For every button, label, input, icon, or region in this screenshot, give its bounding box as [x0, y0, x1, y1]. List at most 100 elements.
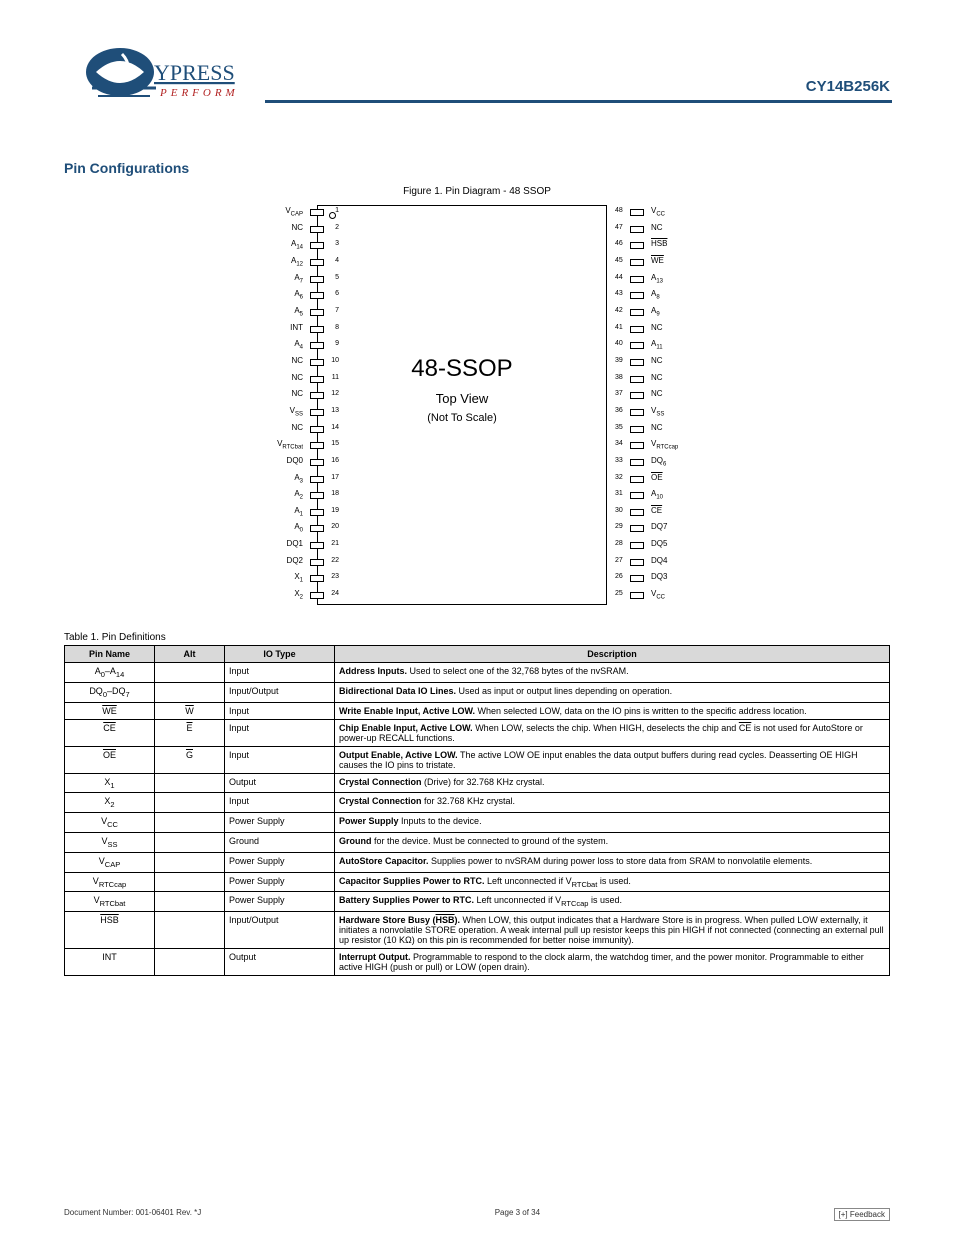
table-row: VRTCcapPower SupplyCapacitor Supplies Po… — [65, 872, 890, 892]
table-cell: CE — [65, 719, 155, 746]
pin-pad — [310, 592, 324, 599]
pin-16: DQ016 — [247, 455, 317, 472]
pin-label: DQ0 — [287, 456, 303, 465]
table-header-cell: Description — [335, 646, 890, 663]
table-row: WEWInputWrite Enable Input, Active LOW. … — [65, 702, 890, 719]
pin-label: A3 — [294, 473, 303, 485]
pin-label: A2 — [294, 489, 303, 501]
pin-29: DQ729 — [637, 521, 707, 538]
pin-label: WE — [651, 256, 664, 265]
pin-label: OE — [651, 473, 663, 482]
pin-pad — [310, 392, 324, 399]
table-cell: INT — [65, 949, 155, 976]
pin-number: 12 — [331, 390, 339, 397]
pin-43: A843 — [637, 288, 707, 305]
pin-4: A124 — [247, 255, 317, 272]
pin-number: 27 — [615, 557, 623, 564]
table-row: INTOutputInterrupt Output. Programmable … — [65, 949, 890, 976]
pin-number: 6 — [335, 290, 339, 297]
table-cell: Power Supply — [225, 813, 335, 833]
pin-pad — [630, 476, 644, 483]
pin-pad — [310, 509, 324, 516]
pin-pad — [630, 442, 644, 449]
table-cell: DQ0–DQ7 — [65, 682, 155, 702]
pin-pad — [630, 226, 644, 233]
pin-number: 34 — [615, 440, 623, 447]
table-cell — [155, 813, 225, 833]
pin-2: NC2 — [247, 222, 317, 239]
pin-label: VCC — [651, 206, 665, 218]
table-cell: X2 — [65, 793, 155, 813]
table-row: HSBInput/OutputHardware Store Busy (HSB)… — [65, 912, 890, 949]
pin-label: VRTCcap — [651, 439, 678, 451]
pin-label: A10 — [651, 489, 663, 501]
table-cell — [155, 773, 225, 793]
table-cell: Hardware Store Busy (HSB). When LOW, thi… — [335, 912, 890, 949]
pin-pad — [630, 426, 644, 433]
pin-label: DQ3 — [651, 572, 667, 581]
pin-label: DQ5 — [651, 539, 667, 548]
pin-label: A12 — [291, 256, 303, 268]
pin-label: A14 — [291, 239, 303, 251]
pin-number: 32 — [615, 474, 623, 481]
table-cell — [155, 682, 225, 702]
pin-number: 41 — [615, 324, 623, 331]
table-cell: Power Supply Inputs to the device. — [335, 813, 890, 833]
pin-label: NC — [291, 356, 303, 365]
pin-pad — [310, 242, 324, 249]
table-cell: Power Supply — [225, 872, 335, 892]
table-cell: Output — [225, 949, 335, 976]
pin-number: 30 — [615, 507, 623, 514]
pin-42: A942 — [637, 305, 707, 322]
table-header-cell: IO Type — [225, 646, 335, 663]
table-row: DQ0–DQ7Input/OutputBidirectional Data IO… — [65, 682, 890, 702]
pin-label: X2 — [294, 589, 303, 601]
pin-37: NC37 — [637, 388, 707, 405]
pin-number: 17 — [331, 474, 339, 481]
pin-number: 20 — [331, 523, 339, 530]
table-cell: E — [155, 719, 225, 746]
table-row: VCCPower SupplyPower Supply Inputs to th… — [65, 813, 890, 833]
pin-number: 18 — [331, 490, 339, 497]
pin-label: NC — [651, 423, 663, 432]
table-cell: Chip Enable Input, Active LOW. When LOW,… — [335, 719, 890, 746]
pin-pad — [630, 592, 644, 599]
pin-label: A4 — [294, 339, 303, 351]
table-cell — [155, 949, 225, 976]
pin-number: 22 — [331, 557, 339, 564]
pin-label: DQ4 — [651, 556, 667, 565]
table-cell: X1 — [65, 773, 155, 793]
pin-number: 25 — [615, 590, 623, 597]
pin-label: NC — [291, 389, 303, 398]
pin-label: DQ7 — [651, 522, 667, 531]
pin-number: 39 — [615, 357, 623, 364]
table-body: A0–A14InputAddress Inputs. Used to selec… — [65, 663, 890, 976]
pin-pad — [630, 542, 644, 549]
table-cell: Address Inputs. Used to select one of th… — [335, 663, 890, 683]
table-cell: OE — [65, 746, 155, 773]
pin-label: NC — [651, 323, 663, 332]
pin-number: 9 — [335, 340, 339, 347]
pin-number: 2 — [335, 224, 339, 231]
pin-33: DQ633 — [637, 455, 707, 472]
table-cell: Power Supply — [225, 852, 335, 872]
pin-10: NC10 — [247, 355, 317, 372]
pin-number: 33 — [615, 457, 623, 464]
pin-pad — [310, 226, 324, 233]
pin-pad — [310, 276, 324, 283]
pin-label: VCC — [651, 589, 665, 601]
pin-pad — [630, 559, 644, 566]
table-row: VRTCbatPower SupplyBattery Supplies Powe… — [65, 892, 890, 912]
pin-label: A0 — [294, 522, 303, 534]
pin-25: VCC25 — [637, 588, 707, 605]
pin-label: VSS — [651, 406, 664, 418]
pin-41: NC41 — [637, 322, 707, 339]
pin-26: DQ326 — [637, 571, 707, 588]
pin-19: A119 — [247, 505, 317, 522]
pin-number: 21 — [331, 540, 339, 547]
pin-diagram-figure: Figure 1. Pin Diagram - 48 SSOP 48-SSOP … — [64, 180, 890, 605]
pin-27: DQ427 — [637, 555, 707, 572]
pin-number: 47 — [615, 224, 623, 231]
feedback-button[interactable]: [+] Feedback — [834, 1208, 890, 1221]
pin-pad — [310, 459, 324, 466]
